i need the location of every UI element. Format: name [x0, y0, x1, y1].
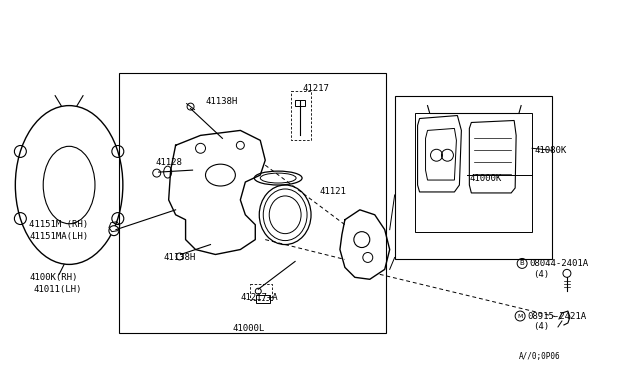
- Text: 41011(LH): 41011(LH): [33, 285, 82, 294]
- Bar: [395, 96, 552, 259]
- Circle shape: [187, 103, 194, 110]
- Text: 41128: 41128: [156, 158, 182, 167]
- Text: (4): (4): [533, 270, 549, 279]
- Text: A//0;0P06: A//0;0P06: [519, 352, 561, 361]
- Text: M: M: [518, 314, 523, 318]
- Text: 41000L: 41000L: [232, 324, 264, 333]
- Text: 41151M (RH): 41151M (RH): [29, 220, 88, 229]
- Text: 08915-2421A: 08915-2421A: [527, 311, 586, 321]
- Text: 41217: 41217: [302, 84, 329, 93]
- Text: 41138H: 41138H: [205, 97, 237, 106]
- Circle shape: [255, 288, 261, 294]
- Text: 08044-2401A: 08044-2401A: [529, 259, 588, 268]
- Circle shape: [176, 253, 183, 260]
- Text: 41151MA(LH): 41151MA(LH): [29, 232, 88, 241]
- Circle shape: [153, 169, 161, 177]
- Bar: [295, 100, 305, 106]
- Text: 41080K: 41080K: [534, 146, 566, 155]
- Circle shape: [109, 226, 119, 235]
- Bar: [415, 113, 532, 232]
- Text: 41000K: 41000K: [469, 174, 502, 183]
- Text: 41121: 41121: [320, 187, 347, 196]
- Text: B: B: [520, 260, 525, 266]
- Text: (4): (4): [533, 323, 549, 331]
- Bar: [256, 295, 270, 303]
- Text: 4100K(RH): 4100K(RH): [29, 273, 77, 282]
- Bar: [119, 73, 386, 333]
- Text: 41138H: 41138H: [164, 253, 196, 262]
- Text: 41217+A: 41217+A: [241, 293, 278, 302]
